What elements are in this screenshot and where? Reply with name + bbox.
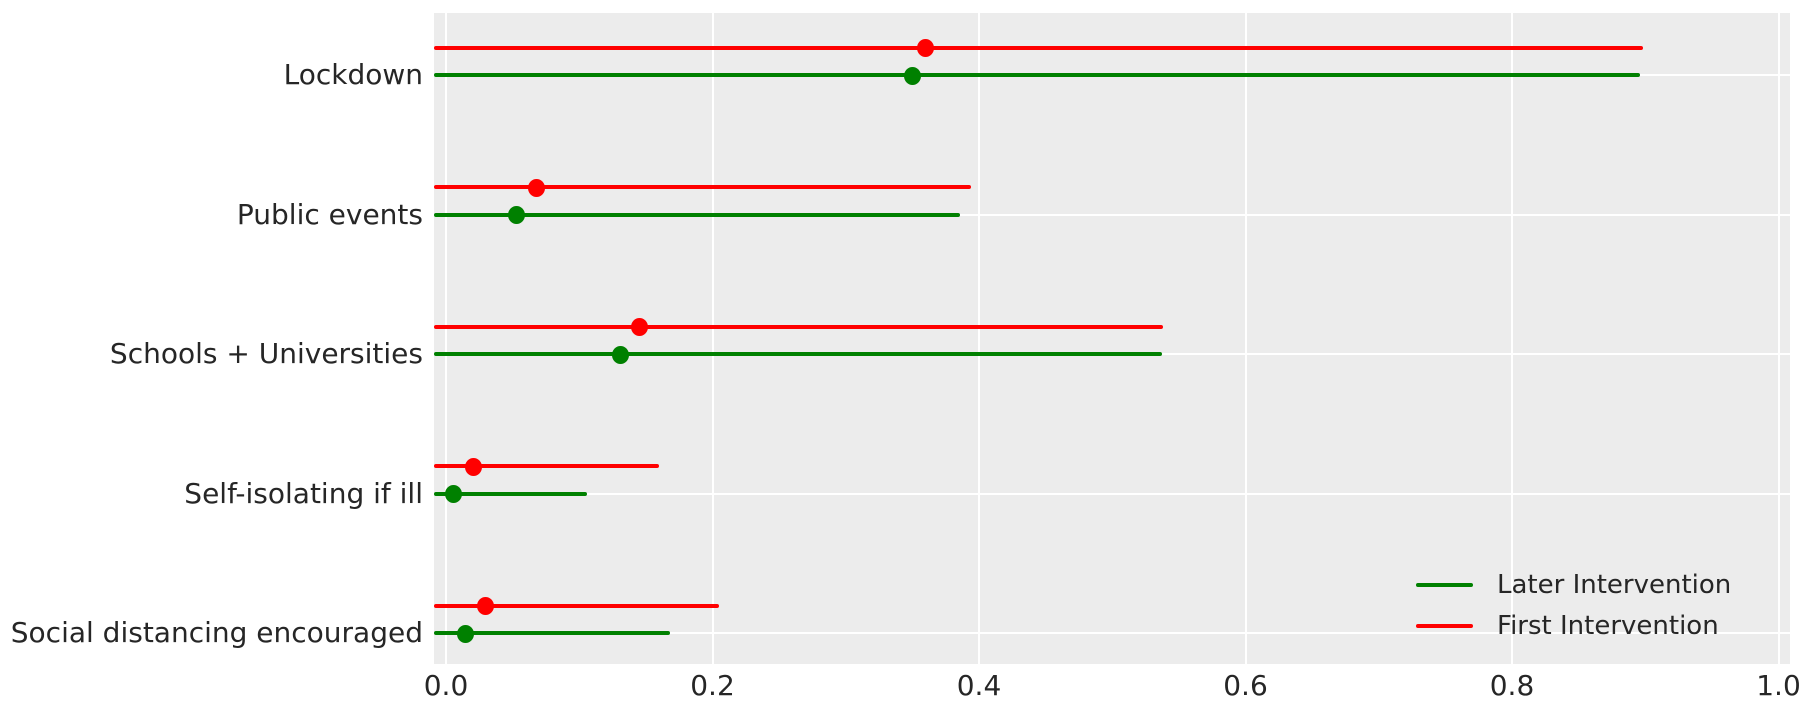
y-axis-category-label: Self-isolating if ill xyxy=(184,476,423,510)
x-tick-label: 0.6 xyxy=(1223,669,1268,702)
x-gridline xyxy=(1777,13,1780,664)
x-tick-label: 0.2 xyxy=(690,669,735,702)
legend-entry-later-intervention: Later Intervention xyxy=(1416,565,1776,605)
y-axis-category-label: Public events xyxy=(236,197,423,231)
x-gridline xyxy=(978,13,980,664)
x-tick-label: 0.0 xyxy=(423,669,469,702)
x-tick-label: 1.0 xyxy=(1756,669,1801,702)
y-axis-category-label: Lockdown xyxy=(283,58,423,91)
interval-line-later-intervention xyxy=(434,631,670,635)
point-marker-first-intervention xyxy=(528,178,546,197)
legend-label: First Intervention xyxy=(1497,611,1719,641)
interval-line-first-intervention xyxy=(434,464,660,468)
legend: Later Intervention First Intervention xyxy=(1416,565,1776,649)
interval-line-later-intervention xyxy=(434,352,1162,356)
y-gridline xyxy=(434,213,1790,216)
legend-line-swatch xyxy=(1416,583,1473,587)
point-marker-later-intervention xyxy=(612,345,630,364)
point-marker-first-intervention xyxy=(465,457,483,476)
legend-label: Later Intervention xyxy=(1497,570,1732,600)
y-axis-category-label: Schools + Universities xyxy=(109,337,423,370)
interval-line-first-intervention xyxy=(434,324,1163,329)
interval-line-later-intervention xyxy=(434,212,961,217)
point-marker-later-intervention xyxy=(903,66,921,85)
point-marker-first-intervention xyxy=(630,318,648,336)
y-axis-category-label: Social distancing encouraged xyxy=(10,616,423,649)
point-marker-first-intervention xyxy=(477,597,495,615)
x-tick-label: 0.8 xyxy=(1489,669,1535,702)
legend-entry-first-intervention: First Intervention xyxy=(1416,606,1776,646)
point-marker-later-intervention xyxy=(445,485,463,503)
y-gridline xyxy=(434,632,1790,634)
x-tick-label: 0.4 xyxy=(956,669,1002,702)
interval-line-first-intervention xyxy=(434,45,1643,50)
x-gridline xyxy=(1244,13,1247,664)
interval-line-first-intervention xyxy=(434,185,971,189)
x-gridline xyxy=(445,13,447,664)
interval-line-later-intervention xyxy=(434,491,588,496)
point-marker-first-intervention xyxy=(917,39,935,57)
x-gridline xyxy=(1511,13,1513,664)
interval-line-later-intervention xyxy=(434,73,1640,77)
interval-line-first-intervention xyxy=(434,603,720,608)
y-gridline xyxy=(434,492,1790,495)
point-marker-later-intervention xyxy=(457,624,475,643)
legend-line-swatch xyxy=(1416,624,1473,628)
point-marker-later-intervention xyxy=(508,206,526,224)
x-gridline xyxy=(711,13,714,664)
